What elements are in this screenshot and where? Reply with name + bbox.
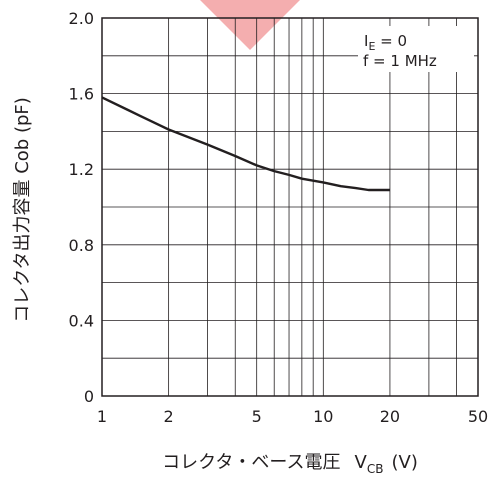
x-axis-title-symbol: V xyxy=(355,452,368,473)
y-tick-label: 1.6 xyxy=(69,85,94,104)
x-tick-label: 5 xyxy=(252,407,262,426)
series-layer xyxy=(101,96,390,192)
tick-labels: 0 0.4 0.8 1.2 1.6 2.0 1 2 5 10 20 50 xyxy=(69,9,489,426)
annotation-box xyxy=(358,26,474,72)
x-tick-label: 50 xyxy=(468,407,488,426)
y-axis-title: コレクタ出力容量 Cob (pF) xyxy=(12,97,33,323)
x-tick-label: 10 xyxy=(313,407,333,426)
annotation-line-1: IE = 0 xyxy=(364,32,407,53)
grid xyxy=(101,17,479,397)
x-tick-label: 1 xyxy=(97,407,107,426)
x-axis-title-main: コレクタ・ベース電圧 xyxy=(162,452,340,473)
y-tick-label: 0 xyxy=(84,387,94,406)
decorative-pink-mark xyxy=(200,0,300,50)
annotation-ie-sub: E xyxy=(368,40,375,53)
annotation-ie-rest: = 0 xyxy=(375,32,407,50)
x-tick-label: 20 xyxy=(380,407,400,426)
x-tick-label: 2 xyxy=(164,407,174,426)
y-tick-label: 1.2 xyxy=(69,160,94,179)
x-axis-title: コレクタ・ベース電圧 VCB (V) xyxy=(162,452,418,476)
y-tick-label: 0.8 xyxy=(69,236,94,255)
series-line xyxy=(101,96,390,192)
y-tick-label: 2.0 xyxy=(69,9,94,28)
x-axis-title-unit: (V) xyxy=(391,452,417,473)
annotation-ie-main: I xyxy=(364,32,368,50)
y-tick-label: 0.4 xyxy=(69,311,94,330)
x-axis-title-subscript: CB xyxy=(367,462,384,476)
annotation-line-2: f = 1 MHz xyxy=(363,52,437,70)
plot-border xyxy=(101,17,479,397)
